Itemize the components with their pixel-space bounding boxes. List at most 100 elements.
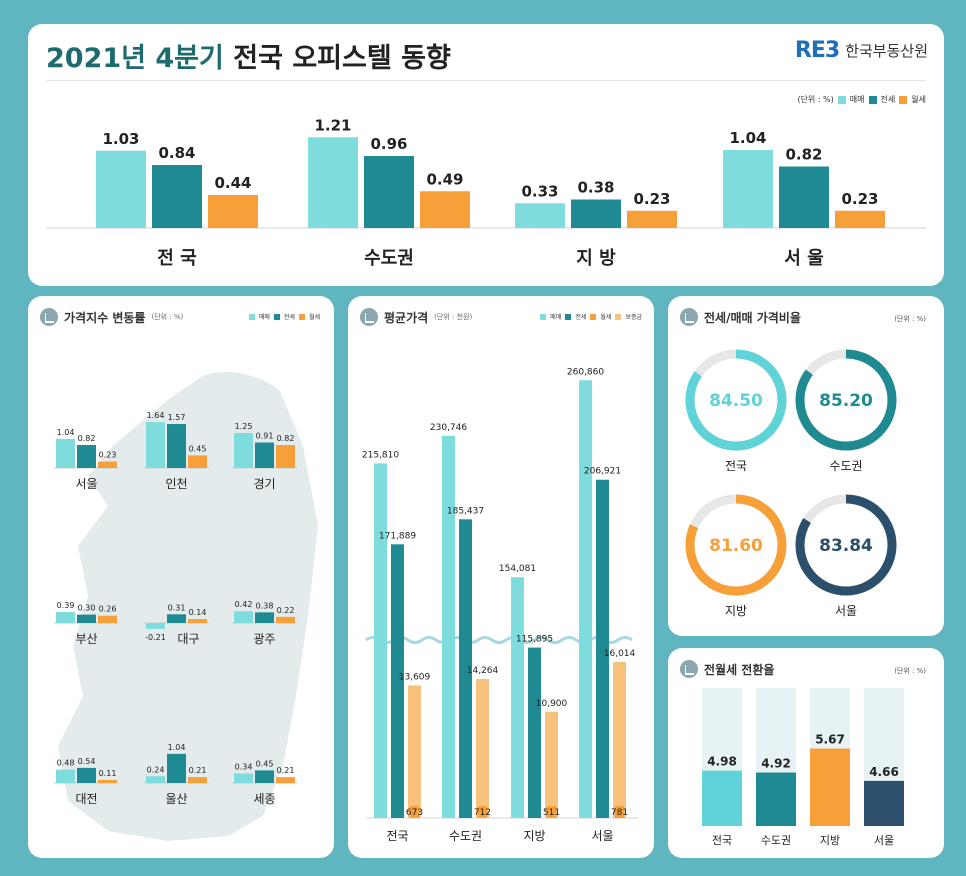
region-bar — [255, 442, 274, 468]
region-value-label: 0.30 — [78, 604, 96, 613]
avg-value-label: 260,860 — [567, 367, 604, 377]
bar-전세 — [528, 647, 541, 818]
bar-매매 — [579, 380, 592, 818]
avgprice-panel-header: 평균가격 (단위 : 천원) — [360, 308, 472, 326]
avg-value-label: 185,437 — [447, 506, 484, 516]
region-bar — [146, 422, 165, 468]
region-value-label: 0.82 — [78, 434, 96, 443]
legend-deposit-label: 보증금 — [625, 314, 642, 321]
bar-월세 — [478, 806, 487, 818]
bar-보증금 — [476, 679, 489, 818]
region-bar — [56, 438, 75, 468]
summary-card: 2021년 4분기 전국 오피스텔 동향 RE3 한국부동산원 (단위 : %)… — [28, 24, 944, 286]
region-bar — [98, 615, 117, 623]
axis-break-line — [365, 636, 633, 644]
category-label: 지 방 — [576, 248, 616, 269]
bar-value-label: 1.21 — [314, 116, 351, 134]
conversion-value-label: 4.98 — [707, 755, 737, 769]
avg-value-label: 115,895 — [516, 635, 553, 645]
conversion-panel-unit: (단위 : %) — [894, 667, 926, 675]
ratio-panel: 전세/매매 가격비율 (단위 : %) 84.50 전국 85.20 수도권 81.60… — [668, 296, 944, 636]
avg-value-label: 14,264 — [467, 666, 499, 676]
chart-icon — [40, 308, 58, 326]
donut-value-label: 85.20 — [819, 391, 873, 411]
avg-value-label: 230,746 — [430, 423, 467, 433]
avg-wolse-label: 511 — [543, 808, 560, 818]
donut-value-label: 83.84 — [819, 536, 873, 556]
bar-월세 — [208, 195, 258, 228]
conversion-bar — [756, 772, 796, 826]
region-bar — [77, 767, 96, 783]
avg-wolse-label: 781 — [611, 808, 628, 818]
bar-value-label: 0.49 — [426, 170, 463, 188]
regional-panel-unit: (단위 : %) — [151, 313, 184, 321]
category-label: 전국 — [712, 834, 732, 847]
logo-name: 한국부동산원 — [845, 42, 928, 60]
bar-전세 — [152, 165, 202, 228]
bar-매매 — [511, 577, 524, 818]
region-value-label: 0.82 — [277, 434, 295, 443]
bar-전세 — [779, 166, 829, 228]
category-label: 수도권 — [364, 248, 414, 269]
bar-전세 — [391, 544, 404, 818]
donut-name-label: 지방 — [725, 604, 747, 618]
region-name-label: 세종 — [253, 792, 275, 806]
region-name-label: 대구 — [177, 632, 199, 646]
region-bar — [188, 777, 207, 783]
legend-jeonse-swatch — [868, 95, 877, 104]
region-value-label: 0.45 — [256, 759, 274, 768]
bar-value-label: 0.33 — [521, 182, 558, 200]
bar-전세 — [459, 519, 472, 818]
legend-jeonse-label: 전세 — [880, 95, 896, 104]
category-label: 수도권 — [449, 829, 482, 843]
bar-value-label: 0.96 — [370, 135, 407, 153]
region-value-label: 0.14 — [189, 608, 207, 617]
donut-value-label: 84.50 — [709, 391, 763, 411]
avg-wolse-label: 712 — [474, 808, 491, 818]
legend-wolse-label: 월세 — [308, 314, 320, 321]
region-bar — [255, 612, 274, 623]
donut-arc-수도권 — [795, 349, 897, 451]
category-label: 서울 — [874, 834, 894, 847]
region-value-label: 1.57 — [168, 413, 186, 422]
average-price-chart: 215,810 171,889 13,609 673 전국 230,746 185,437 1… — [362, 367, 638, 843]
chart-icon — [680, 308, 698, 326]
top-legend-unit: (단위 : %) — [797, 95, 834, 104]
bar-매매 — [308, 137, 358, 228]
region-name-label: 경기 — [253, 477, 275, 491]
bar-월세 — [547, 806, 556, 818]
region-value-label: 0.11 — [99, 769, 117, 778]
region-bar — [146, 776, 165, 783]
avg-value-label: 16,014 — [604, 649, 636, 659]
bar-value-label: 1.04 — [729, 129, 766, 147]
region-bar — [98, 779, 117, 783]
logo-mark: RE3 — [794, 38, 840, 63]
region-value-label: 0.26 — [99, 605, 117, 614]
bar-매매 — [374, 463, 387, 818]
korea-map-shape — [58, 371, 318, 841]
region-bar — [234, 433, 253, 468]
top-legend: (단위 : %) 매매 전세 월세 — [797, 94, 926, 105]
bar-매매 — [723, 150, 773, 228]
conversion-panel-title: 전월세 전환율 — [704, 662, 775, 677]
donut-name-label: 서울 — [835, 604, 857, 618]
region-value-label: 0.22 — [277, 606, 295, 615]
region-bar — [167, 614, 186, 623]
page-title: 2021년 4분기 전국 오피스텔 동향 — [46, 36, 451, 75]
bar-월세 — [410, 806, 419, 818]
region-value-label: 0.39 — [57, 601, 75, 610]
region-value-label: 0.42 — [235, 600, 253, 609]
region-value-label: 0.21 — [277, 766, 295, 775]
category-label: 수도권 — [761, 834, 791, 847]
donut-arc-서울 — [795, 494, 897, 596]
region-bar — [234, 773, 253, 783]
regional-panel-header: 가격지수 변동률 (단위 : %) — [40, 308, 183, 326]
region-bar — [56, 612, 75, 623]
region-value-label: 0.34 — [235, 762, 253, 771]
bar-value-label: 0.82 — [785, 146, 822, 164]
title-accent: 2021년 4분기 — [46, 43, 224, 74]
region-value-label: 0.31 — [168, 603, 186, 612]
region-name-label: 광주 — [253, 632, 275, 646]
region-value-label: 1.04 — [57, 428, 75, 437]
